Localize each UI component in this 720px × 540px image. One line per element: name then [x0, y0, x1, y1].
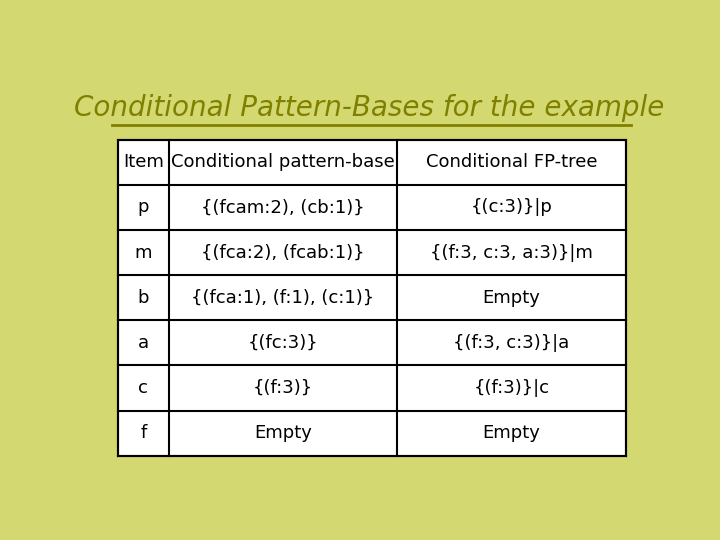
Text: f: f: [140, 424, 146, 442]
Text: {(c:3)}|p: {(c:3)}|p: [470, 198, 552, 217]
Text: a: a: [138, 334, 149, 352]
FancyBboxPatch shape: [118, 140, 626, 456]
Text: c: c: [138, 379, 148, 397]
Text: {(f:3, c:3, a:3)}|m: {(f:3, c:3, a:3)}|m: [430, 244, 593, 261]
Text: p: p: [138, 198, 149, 217]
Text: {(fca:1), (f:1), (c:1)}: {(fca:1), (f:1), (c:1)}: [192, 289, 374, 307]
Text: Empty: Empty: [482, 424, 541, 442]
Text: Conditional FP-tree: Conditional FP-tree: [426, 153, 597, 171]
Text: Empty: Empty: [254, 424, 312, 442]
Text: Empty: Empty: [482, 289, 541, 307]
Text: {(f:3, c:3)}|a: {(f:3, c:3)}|a: [454, 334, 570, 352]
Text: {(fc:3)}: {(fc:3)}: [248, 334, 318, 352]
Text: Conditional pattern-base: Conditional pattern-base: [171, 153, 395, 171]
Text: Item: Item: [123, 153, 163, 171]
Text: {(fcam:2), (cb:1)}: {(fcam:2), (cb:1)}: [201, 198, 365, 217]
Text: {(fca:2), (fcab:1)}: {(fca:2), (fcab:1)}: [201, 244, 364, 261]
Text: Conditional Pattern-Bases for the example: Conditional Pattern-Bases for the exampl…: [74, 94, 664, 122]
Text: {(f:3)}|c: {(f:3)}|c: [474, 379, 549, 397]
Text: m: m: [135, 244, 152, 261]
Text: {(f:3)}: {(f:3)}: [253, 379, 313, 397]
Text: b: b: [138, 289, 149, 307]
